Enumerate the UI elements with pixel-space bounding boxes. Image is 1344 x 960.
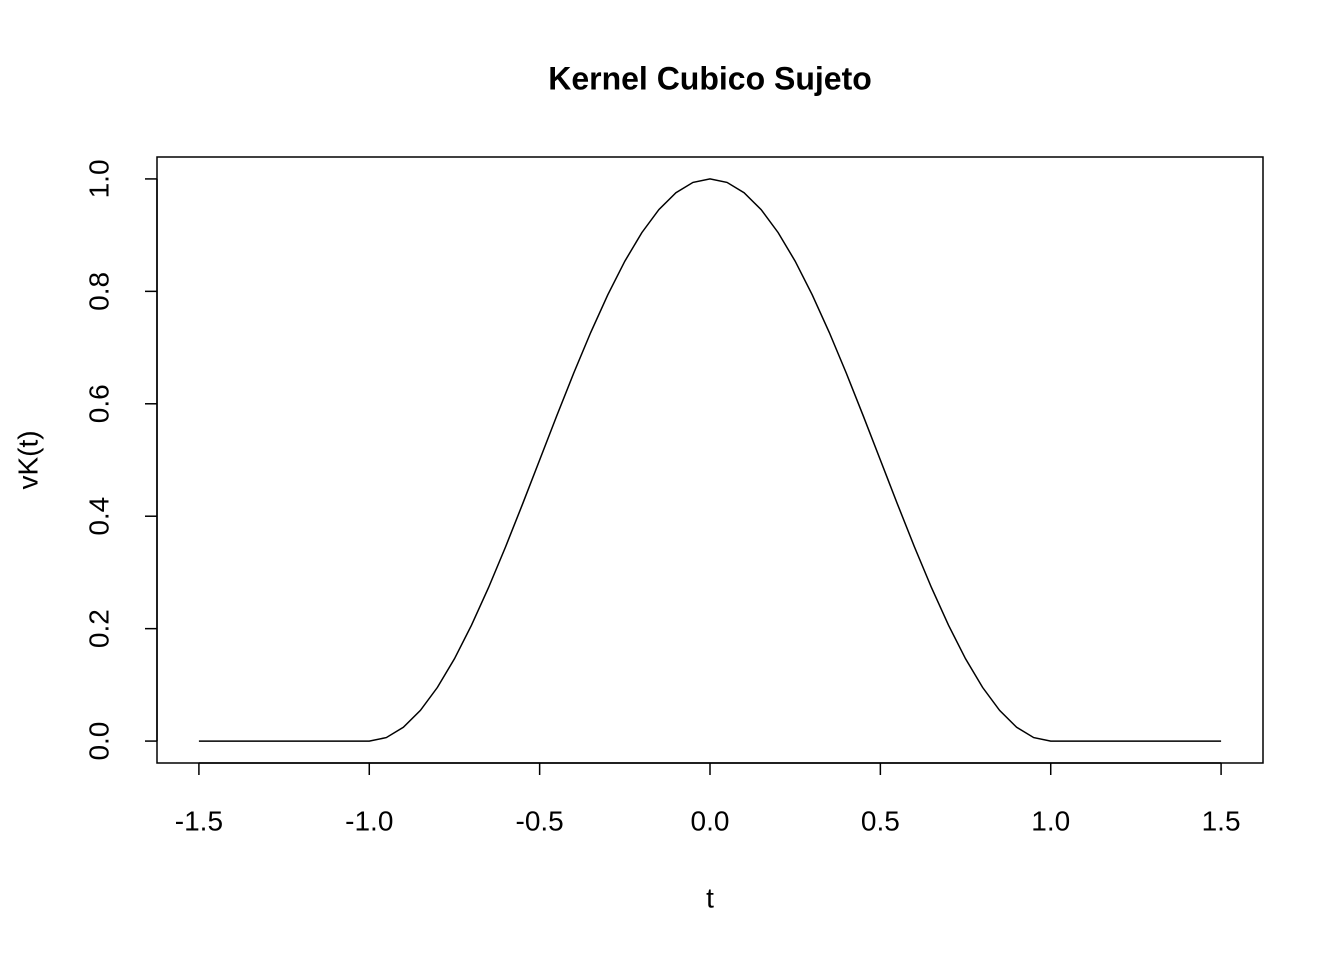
y-tick-label: 0.0 xyxy=(83,722,114,761)
y-tick-label: 0.6 xyxy=(83,384,114,423)
y-tick-label: 0.2 xyxy=(83,609,114,648)
x-tick-label: -0.5 xyxy=(516,805,564,836)
x-axis-label: t xyxy=(706,882,714,913)
x-tick-label: 0.5 xyxy=(861,805,900,836)
y-tick-label: 0.4 xyxy=(83,497,114,536)
x-tick-label: 0.0 xyxy=(691,805,730,836)
x-tick-label: 1.5 xyxy=(1202,805,1241,836)
x-tick-label: -1.0 xyxy=(345,805,393,836)
y-tick-label: 0.8 xyxy=(83,272,114,311)
x-tick-label: 1.0 xyxy=(1031,805,1070,836)
y-tick-label: 1.0 xyxy=(83,159,114,198)
y-axis-label: vK(t) xyxy=(12,430,43,489)
x-tick-label: -1.5 xyxy=(175,805,223,836)
plot-box xyxy=(156,156,1264,764)
line xyxy=(198,178,1222,742)
chart-title: Kernel Cubico Sujeto xyxy=(548,60,872,96)
